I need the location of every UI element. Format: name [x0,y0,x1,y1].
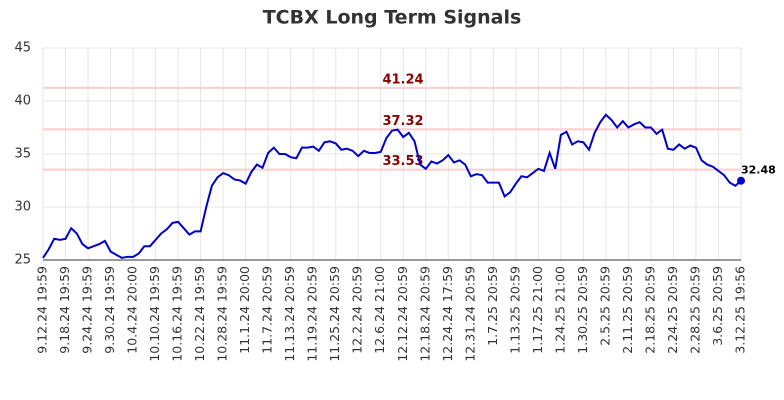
chart-title: TCBX Long Term Signals [263,7,522,29]
x-tick-label: 1.7.25 20:59 [485,266,500,346]
y-tick-label: 45 [14,41,31,56]
x-tick-label: 1.30.25 20:59 [575,266,590,354]
reference-label: 33.53 [382,154,423,169]
x-tick-label: 10.10.24 19:59 [147,266,162,362]
x-tick-label: 1.24.25 21:00 [552,266,567,354]
reference-label: 41.24 [382,72,423,87]
x-tick-label: 11.13.24 20:59 [282,266,297,362]
x-tick-label: 9.12.24 19:59 [35,266,50,354]
y-tick-label: 35 [14,147,31,162]
x-tick-label: 3.12.25 19:56 [733,266,748,354]
x-tick-label: 12.6.24 21:00 [372,266,387,354]
x-tick-label: 9.18.24 19:59 [57,266,72,354]
x-tick-label: 12.18.24 20:59 [417,266,432,362]
y-tick-label: 25 [14,253,31,268]
x-tick-label: 10.16.24 19:59 [170,266,185,362]
x-tick-label: 11.19.24 20:59 [305,266,320,362]
x-tick-label: 10.28.24 19:59 [215,266,230,362]
x-tick-label: 2.5.25 20:59 [597,266,612,346]
last-point [737,176,745,185]
y-tick-label: 30 [14,200,31,215]
x-tick-label: 10.4.24 20:00 [125,266,140,354]
x-tick-label: 9.24.24 19:59 [80,266,95,354]
x-tick-label: 12.24.24 17:59 [440,266,455,362]
line-series [42,113,742,259]
x-tick-label: 1.17.25 21:00 [530,266,545,354]
y-tick-label: 40 [14,94,31,109]
last-value-label: 32.48 [741,164,776,177]
x-tick-label: 12.12.24 20:59 [395,266,410,362]
x-tick-label: 2.24.25 20:59 [665,266,680,354]
x-tick-label: 2.18.25 20:59 [642,266,657,354]
x-tick-label: 2.28.25 20:59 [687,266,702,354]
x-tick-label: 12.31.24 20:59 [462,266,477,362]
x-tick-label: 11.25.24 20:59 [327,266,342,362]
x-tick-label: 11.7.24 20:59 [260,266,275,354]
reference-label: 37.32 [382,114,423,129]
x-tick-label: 2.11.25 20:59 [620,266,635,354]
x-tick-label: 9.30.24 19:59 [102,266,117,354]
x-tick-label: 11.1.24 20:00 [237,266,252,354]
x-tick-label: 1.13.25 20:59 [507,266,522,354]
x-tick-label: 3.6.25 20:59 [710,266,725,346]
x-tick-label: 10.22.24 19:59 [192,266,207,362]
x-tick-label: 12.2.24 20:59 [350,266,365,354]
